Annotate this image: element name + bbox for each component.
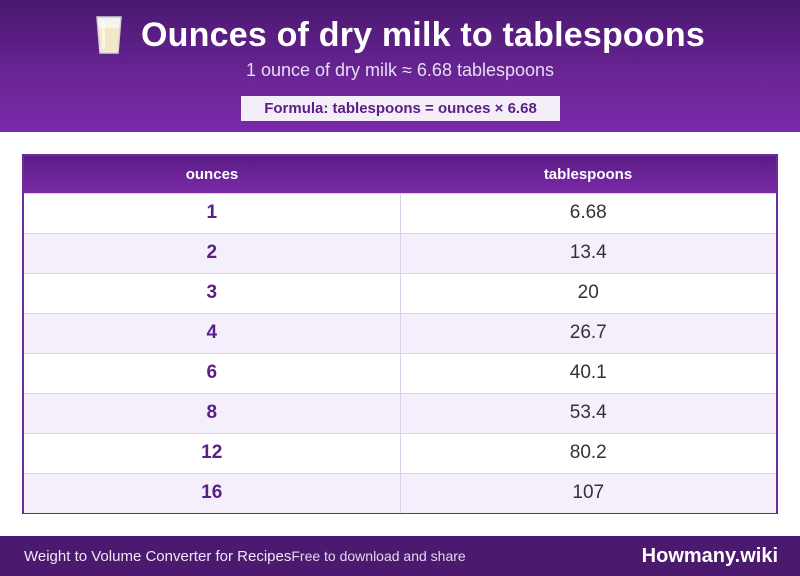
tablespoons-cell: 40.1 [400,352,776,393]
ounces-cell: 12 [24,432,401,473]
table-row: 12 80.2 [24,432,776,473]
ounces-cell: 4 [24,312,401,353]
ounces-cell: 3 [24,272,401,313]
formula-box: Formula: tablespoons = ounces × 6.68 [241,96,560,121]
conversion-table: ounces tablespoons 1 6.68 2 13.4 3 20 4 … [22,154,778,514]
tablespoons-cell: 80.2 [400,432,776,473]
subtitle: 1 ounce of dry milk ≈ 6.68 tablespoons [245,60,555,80]
title-row: Ounces of dry milk to tablespoons [0,14,800,56]
table-row: 4 26.7 [24,312,776,353]
tablespoons-cell: 26.7 [400,312,776,353]
table-row: 1 6.68 [24,192,776,233]
ounces-cell: 6 [24,352,401,393]
page-title: Ounces of dry milk to tablespoons [141,15,705,54]
ounces-cell: 16 [24,472,401,513]
tablespoons-cell: 53.4 [400,392,776,433]
table-row: 6 40.1 [24,352,776,393]
ounces-cell: 2 [24,232,401,273]
column-header-tablespoons: tablespoons [543,165,633,183]
tablespoons-cell: 107 [400,472,776,513]
table-row: 16 107 [24,472,776,513]
milk-glass-icon [96,16,122,54]
tablespoons-cell: 6.68 [400,192,776,233]
table-row: 2 13.4 [24,232,776,273]
tablespoons-cell: 13.4 [400,232,776,273]
footer-note: Free to download and share [291,548,466,564]
footer-tagline: Weight to Volume Converter for Recipes [24,547,292,565]
column-header-ounces: ounces [185,165,239,183]
tablespoons-cell: 20 [400,272,776,313]
footer-caption: Weight to Volume Converter for Recipes Fr… [24,548,466,565]
table-row: 8 53.4 [24,392,776,433]
table: ounces tablespoons 1 6.68 2 13.4 3 20 4 … [24,156,776,513]
header: Ounces of dry milk to tablespoons 1 ounc… [0,0,800,132]
table-row: 3 20 [24,272,776,313]
ounces-cell: 8 [24,392,401,433]
footer: Weight to Volume Converter for Recipes Fr… [0,536,800,576]
table-header-row: ounces tablespoons [24,156,776,193]
ounces-cell: 1 [24,192,401,233]
brand-logo[interactable]: Howmany.wiki [641,544,778,567]
